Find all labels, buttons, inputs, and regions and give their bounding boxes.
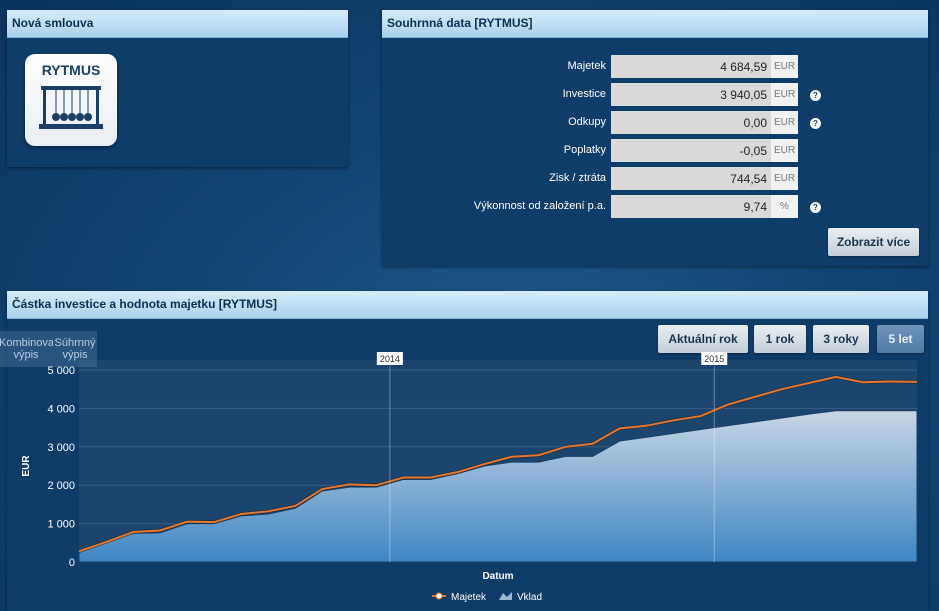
summary-unit: EUR <box>771 139 798 162</box>
summary-value: 3 940,05 <box>611 83 771 106</box>
y-tick-label: 5 000 <box>47 365 75 377</box>
summary-value: 4 684,59 <box>611 55 771 78</box>
summary-row-odkupy: Odkupy 0,00 EUR ? <box>382 111 928 135</box>
summary-value: -0,05 <box>611 139 771 162</box>
new-contract-panel: Nová smlouva RYTMUS <box>7 10 348 167</box>
summary-label: Poplatky <box>563 144 606 156</box>
y-axis-label: EUR <box>21 455 32 477</box>
year-marker-label: 2014 <box>380 354 400 364</box>
show-more-button[interactable]: Zobrazit více <box>828 228 919 256</box>
chart-panel-title: Částka investice a hodnota majetku [RYTM… <box>7 291 928 319</box>
summary-value: 0,00 <box>611 111 771 134</box>
x-axis-label: Datum <box>482 571 513 582</box>
tab-combined-statement[interactable]: Kombinovaný výpis <box>0 331 53 367</box>
summary-panel: Souhrnná data [RYTMUS] Majetek 4 684,59 … <box>382 10 928 266</box>
range-current-year-button[interactable]: Aktuální rok <box>658 325 748 353</box>
summary-label: Investice <box>562 88 606 100</box>
investment-chart: 0 1 000 2 000 3 000 4 000 5 000 EUR Datum 2014 2… <box>21 352 918 603</box>
summary-row-zisk: Zisk / ztráta 744,54 EUR <box>382 167 928 191</box>
summary-row-investice: Investice 3 940,05 EUR ? <box>382 83 928 107</box>
new-contract-title: Nová smlouva <box>7 10 348 38</box>
range-1-year-button[interactable]: 1 rok <box>754 325 806 353</box>
y-tick-label: 4 000 <box>47 403 75 415</box>
legend-majetek-label: Majetek <box>451 592 487 603</box>
summary-unit: EUR <box>771 167 798 190</box>
summary-unit: % <box>771 195 798 218</box>
legend-majetek-marker <box>435 592 443 600</box>
y-tick-label: 3 000 <box>47 442 75 454</box>
newtons-cradle-icon <box>39 86 103 129</box>
summary-label: Majetek <box>567 60 606 72</box>
product-tile-rytmus[interactable]: RYTMUS <box>25 54 117 146</box>
legend-vklad-label: Vklad <box>517 592 542 603</box>
summary-title: Souhrnná data [RYTMUS] <box>382 10 928 38</box>
y-tick-label: 2 000 <box>47 480 75 492</box>
summary-row-vykonnost: Výkonnost od založení p.a. 9,74 % ? <box>382 195 928 219</box>
range-3-years-button[interactable]: 3 roky <box>813 325 869 353</box>
series-majetek-line <box>78 375 918 553</box>
tab-summary-statement[interactable]: Súhrnný výpis <box>53 331 97 367</box>
summary-label: Odkupy <box>568 116 606 128</box>
help-icon[interactable]: ? <box>810 90 821 101</box>
summary-value: 9,74 <box>611 195 771 218</box>
y-tick-label: 0 <box>69 557 75 569</box>
help-icon[interactable]: ? <box>810 202 821 213</box>
year-marker-box <box>376 352 403 365</box>
summary-row-majetek: Majetek 4 684,59 EUR <box>382 55 928 79</box>
year-marker-box <box>701 352 728 365</box>
legend-vklad-swatch <box>499 592 512 600</box>
summary-label: Zisk / ztráta <box>549 172 606 184</box>
summary-unit: EUR <box>771 111 798 134</box>
summary-value: 744,54 <box>611 167 771 190</box>
summary-label: Výkonnost od založení p.a. <box>473 200 606 212</box>
summary-unit: EUR <box>771 55 798 78</box>
product-tile-label: RYTMUS <box>41 62 101 78</box>
summary-unit: EUR <box>771 83 798 106</box>
y-tick-label: 1 000 <box>47 519 75 531</box>
range-5-years-button[interactable]: 5 let <box>877 325 924 353</box>
summary-row-poplatky: Poplatky -0,05 EUR <box>382 139 928 163</box>
help-icon[interactable]: ? <box>810 118 821 129</box>
chart-panel: Částka investice a hodnota majetku [RYTM… <box>0 291 928 611</box>
year-marker-label: 2015 <box>704 354 724 364</box>
